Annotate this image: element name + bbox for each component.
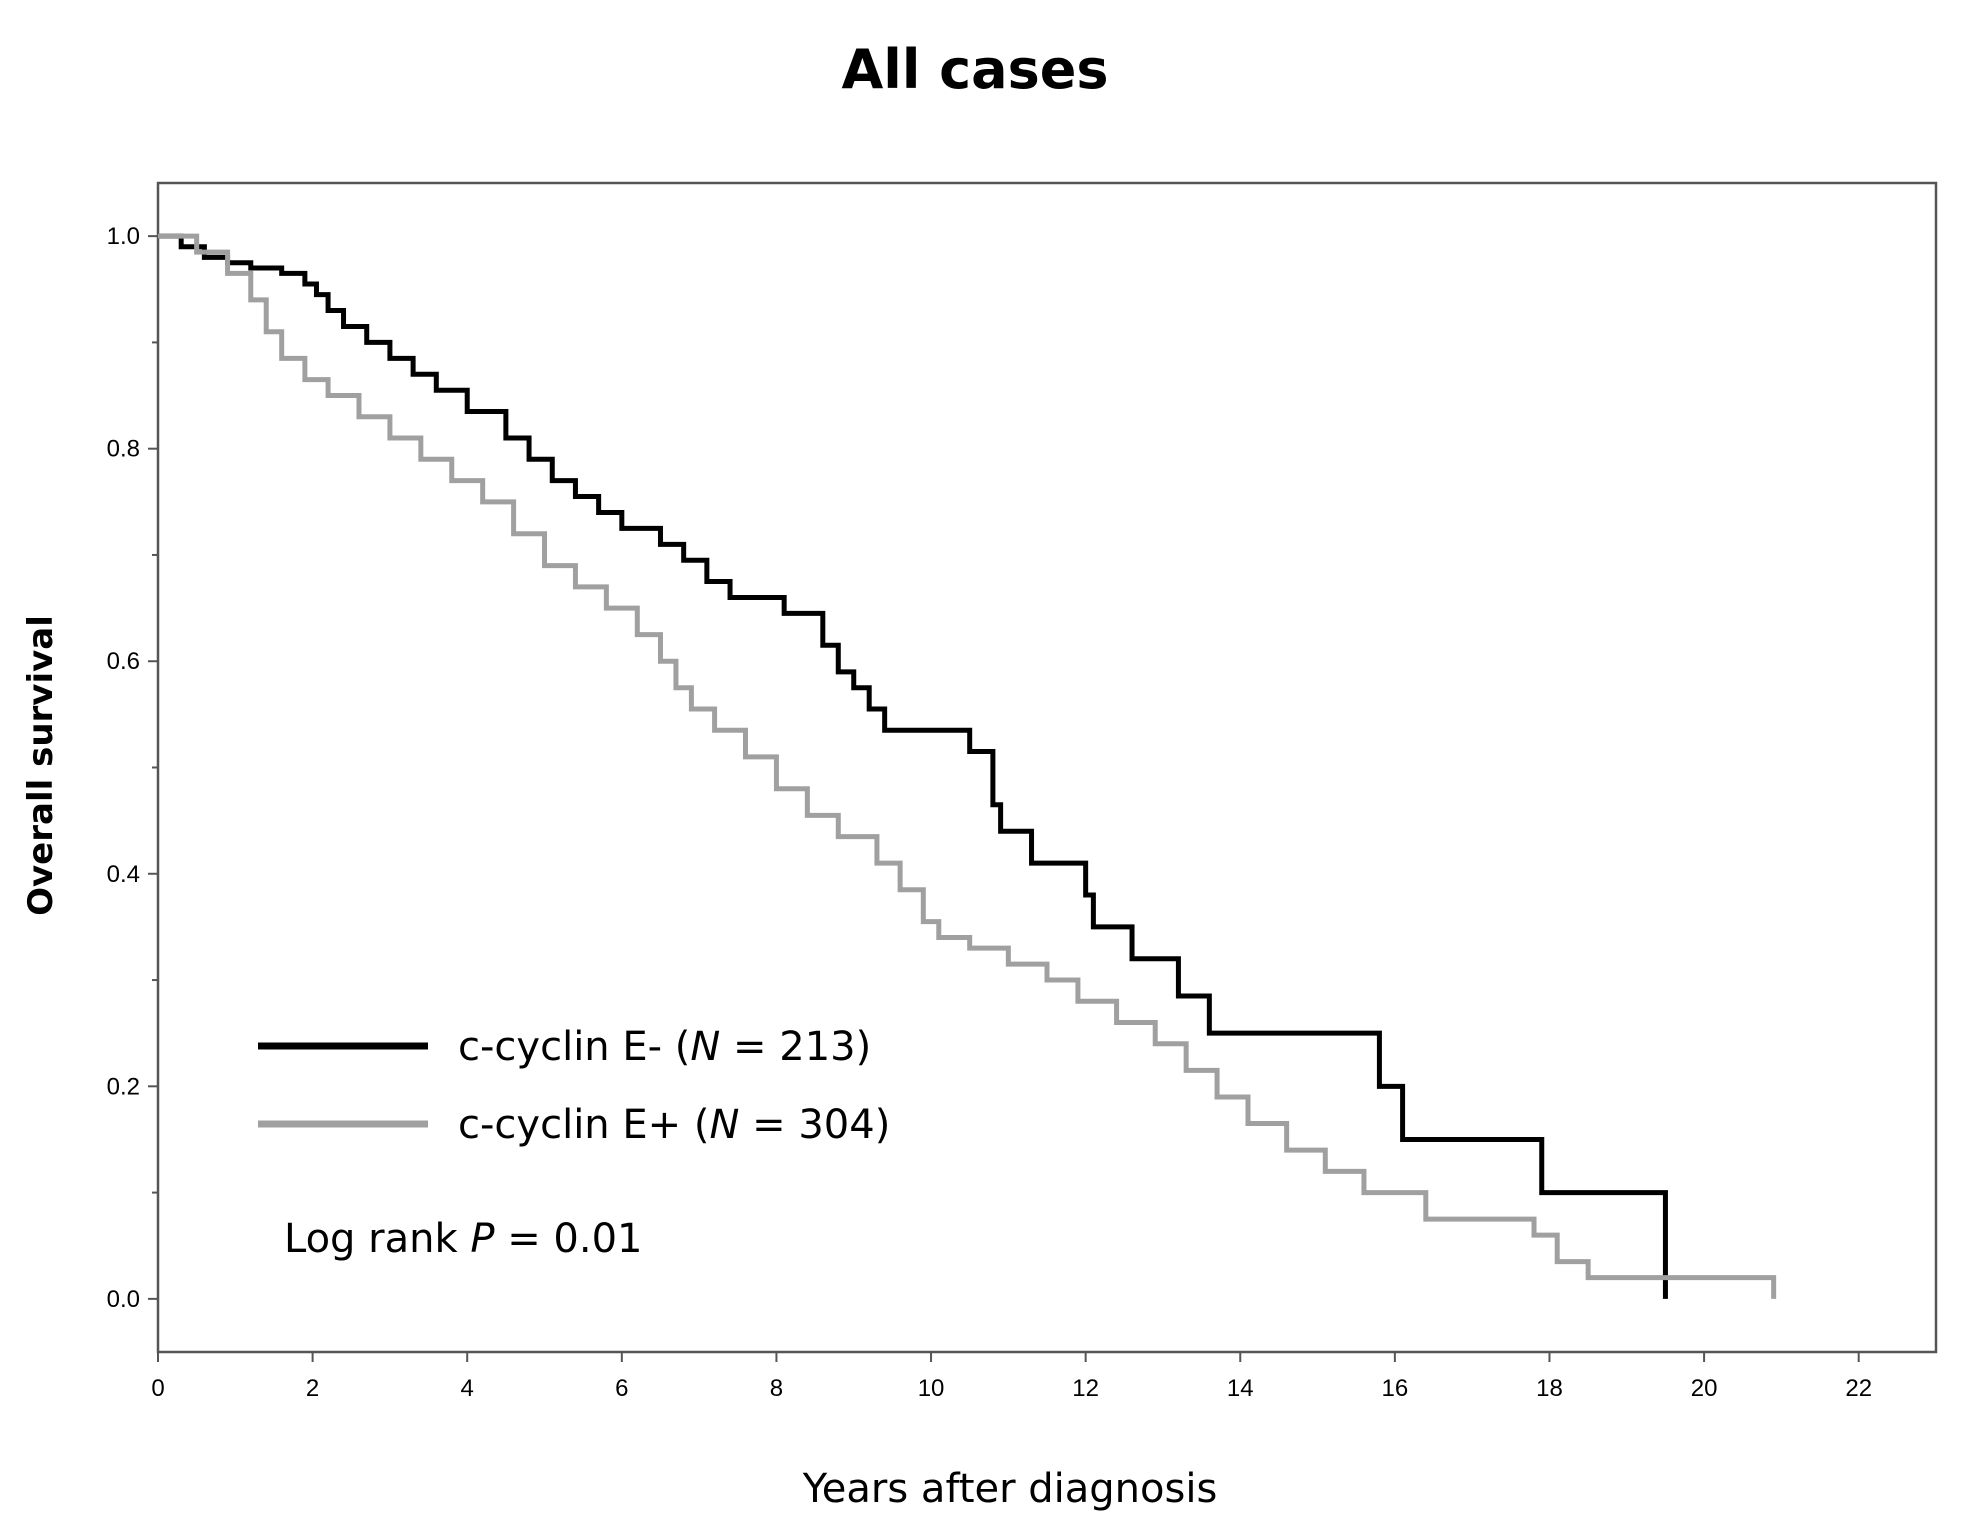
legend-label-positive: c-cyclin E+ (N = 304)	[458, 1102, 890, 1148]
y-tick-label: 0.0	[107, 1286, 140, 1313]
y-tick-label: 0.6	[107, 648, 140, 675]
y-tick-label: 0.8	[107, 436, 140, 463]
x-tick-label: 22	[1845, 1375, 1872, 1402]
x-tick-label: 2	[306, 1375, 319, 1402]
legend: c-cyclin E- (N = 213) c-cyclin E+ (N = 30…	[258, 1024, 890, 1148]
x-tick-label: 14	[1227, 1375, 1254, 1402]
y-tick-label: 0.2	[107, 1073, 140, 1100]
x-axis-title: Years after diagnosis	[802, 1466, 1218, 1512]
x-tick-label: 16	[1382, 1375, 1409, 1402]
x-axis: 0 2 4 6 8 10 12 14 16 18 20 22	[151, 1352, 1872, 1402]
x-tick-label: 20	[1691, 1375, 1718, 1402]
y-tick-label: 1.0	[107, 223, 140, 250]
x-tick-label: 10	[918, 1375, 945, 1402]
x-tick-label: 18	[1536, 1375, 1563, 1402]
y-axis: 0.0 0.2 0.4 0.6 0.8 1.0	[107, 223, 158, 1313]
series-line-cyclin-e-positive	[158, 233, 1777, 1299]
series-line-cyclin-e-negative	[158, 233, 1668, 1299]
y-axis-title: Overall survival	[21, 615, 61, 916]
x-tick-label: 12	[1072, 1375, 1099, 1402]
legend-label-negative: c-cyclin E- (N = 213)	[458, 1024, 871, 1070]
x-tick-label: 6	[615, 1375, 628, 1402]
x-tick-label: 8	[770, 1375, 783, 1402]
series-group	[158, 233, 1777, 1299]
x-tick-label: 4	[461, 1375, 474, 1402]
x-tick-label: 0	[151, 1375, 164, 1402]
chart-title: All cases	[842, 38, 1109, 101]
y-tick-label: 0.4	[107, 861, 140, 888]
log-rank-annotation: Log rank P = 0.01	[284, 1216, 643, 1262]
plot-area	[156, 181, 1938, 1354]
